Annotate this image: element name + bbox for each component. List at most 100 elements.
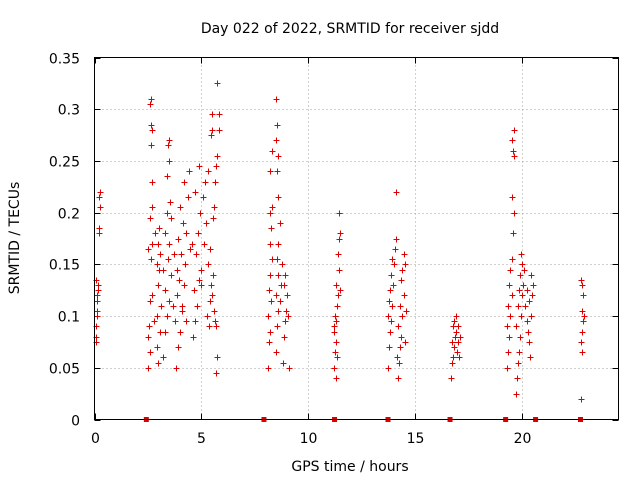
y-tick-label: 0.15 — [49, 258, 80, 274]
data-point-marker — [185, 194, 192, 201]
data-point-marker — [155, 360, 162, 367]
data-point-marker — [385, 313, 392, 320]
data-point-marker — [275, 241, 282, 248]
data-point-marker — [156, 225, 163, 232]
data-point-marker — [147, 349, 154, 356]
data-point-marker — [160, 267, 167, 274]
data-point-marker — [451, 318, 458, 325]
data-point-marker — [580, 292, 587, 299]
data-point-marker — [519, 292, 526, 299]
data-point-marker — [213, 163, 220, 170]
data-point-marker — [268, 225, 275, 232]
data-point-marker — [212, 318, 219, 325]
data-point-marker — [390, 282, 397, 289]
data-point-marker — [214, 80, 221, 87]
grid-lines — [94, 57, 619, 420]
data-point-marker — [196, 163, 203, 170]
y-tick-label: 0.1 — [58, 310, 80, 326]
data-point-marker — [178, 251, 185, 258]
data-point-marker — [95, 287, 102, 294]
data-point-marker — [166, 298, 173, 305]
data-point-marker — [192, 318, 199, 325]
data-point-marker — [211, 204, 218, 211]
data-point-marker — [265, 365, 272, 372]
data-point-marker — [151, 318, 158, 325]
data-point-marker — [176, 277, 183, 284]
data-point-marker — [154, 313, 161, 320]
data-point-marker — [174, 292, 181, 299]
data-point-marker — [282, 318, 289, 325]
data-point-marker — [147, 215, 154, 222]
data-point-marker — [514, 375, 521, 382]
x-tick-label: 15 — [407, 431, 425, 447]
data-point-marker — [207, 298, 214, 305]
data-point-marker — [214, 354, 221, 361]
data-point-marker — [274, 168, 281, 175]
chart-title: Day 022 of 2022, SRMTID for receiver sjd… — [201, 21, 499, 37]
data-point-marker — [526, 298, 533, 305]
data-point-marker — [97, 204, 104, 211]
data-point-marker — [265, 313, 272, 320]
data-point-marker — [397, 303, 404, 310]
data-point-marker — [166, 158, 173, 165]
data-point-marker — [333, 375, 340, 382]
data-point-marker — [509, 256, 516, 263]
data-point-marker — [146, 323, 153, 330]
data-point-marker — [208, 282, 215, 289]
data-point-marker — [181, 282, 188, 289]
data-point-marker — [173, 365, 180, 372]
data-point-marker — [394, 354, 401, 361]
data-point-marker — [166, 137, 173, 144]
data-point-marker — [191, 287, 198, 294]
data-point-marker — [283, 308, 290, 315]
data-point-marker — [180, 220, 187, 227]
data-point-marker — [147, 101, 154, 108]
data-point-marker — [171, 251, 178, 258]
data-point-marker — [203, 220, 210, 227]
data-point-marker — [195, 230, 202, 237]
data-point-marker — [449, 360, 456, 367]
data-point-marker — [285, 313, 292, 320]
data-point-marker — [505, 349, 512, 356]
data-point-marker — [509, 137, 516, 144]
y-tick-label: 0.25 — [49, 155, 80, 171]
data-point-marker — [510, 230, 517, 237]
data-point-marker — [331, 365, 338, 372]
data-point-marker — [162, 230, 169, 237]
data-point-marker — [579, 282, 586, 289]
data-point-marker — [510, 148, 517, 155]
data-point-marker — [331, 323, 338, 330]
data-point-marker — [389, 303, 396, 310]
data-point-marker — [401, 292, 408, 299]
data-point-marker — [448, 375, 455, 382]
data-point-marker — [511, 153, 518, 160]
data-point-marker — [168, 272, 175, 279]
data-point-marker — [207, 246, 214, 253]
data-point-marker — [530, 282, 537, 289]
plot-frame — [94, 57, 619, 420]
data-point-marker — [167, 199, 174, 206]
data-point-marker — [187, 246, 194, 253]
data-point-marker — [388, 318, 395, 325]
data-point-marker — [507, 267, 514, 274]
data-point-marker — [402, 339, 409, 346]
data-point-marker — [333, 318, 340, 325]
data-point-marker — [336, 267, 343, 274]
data-point-marker — [145, 334, 152, 341]
data-point-marker — [149, 127, 156, 134]
data-point-marker — [336, 236, 343, 243]
data-point-marker — [274, 323, 281, 330]
data-point-marker — [398, 334, 405, 341]
axis-ticks: 0 0.05 0.1 0.15 0.2 0.25 0.3 0.35 0 5 10 15 20 — [49, 52, 619, 447]
data-point-marker — [179, 303, 186, 310]
data-point-marker — [389, 256, 396, 263]
data-point-marker — [449, 339, 456, 346]
data-point-marker — [165, 142, 172, 149]
data-point-marker — [509, 194, 516, 201]
data-point-marker — [521, 267, 528, 274]
data-point-marker — [177, 204, 184, 211]
data-point-marker — [515, 303, 522, 310]
data-point-marker — [528, 272, 535, 279]
data-point-marker — [209, 111, 216, 118]
data-point-marker — [196, 277, 203, 284]
